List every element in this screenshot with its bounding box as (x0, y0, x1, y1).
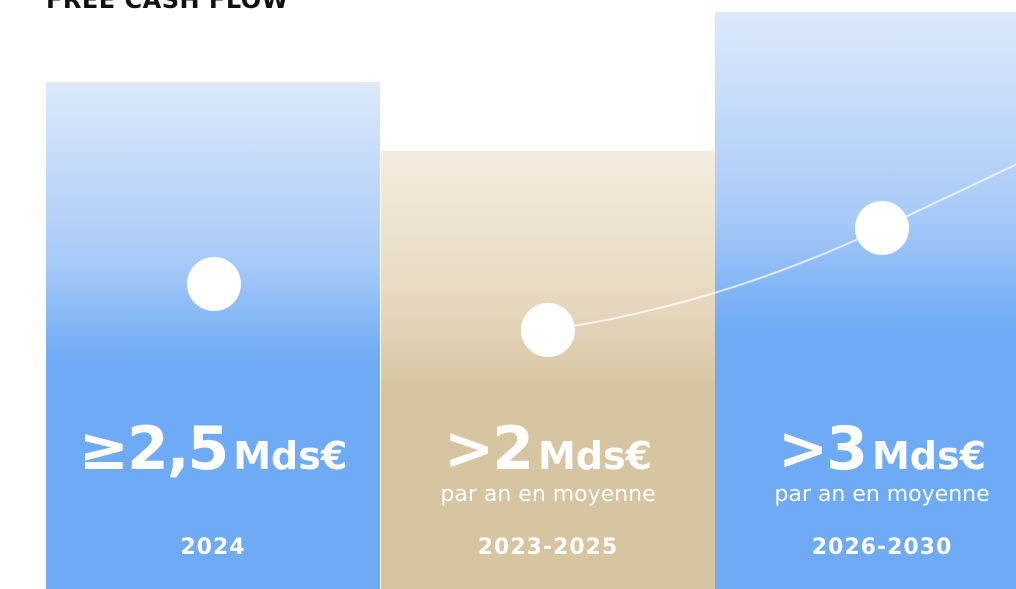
column (46, 82, 380, 589)
value-unit: Mds€ (233, 434, 348, 478)
value-number: >2 (443, 414, 534, 484)
curve (547, 163, 1016, 331)
dot (187, 257, 241, 311)
column (381, 151, 715, 589)
title: FREE CASH FLOW (46, 0, 289, 14)
value: ≥2,5 Mds€ (46, 414, 380, 484)
column (715, 12, 1016, 589)
dot (521, 303, 575, 357)
value-number: ≥2,5 (78, 414, 230, 484)
value: >2 Mds€ (381, 414, 715, 484)
value: >3 Mds€ (715, 414, 1016, 484)
period: 2026-2030 (811, 535, 953, 560)
value-unit: Mds€ (871, 434, 987, 478)
note: par an en moyenne (774, 482, 990, 507)
period: 2024 (180, 535, 246, 560)
value-number: >3 (777, 414, 868, 484)
period: 2023-2025 (477, 535, 619, 560)
note: par an en moyenne (440, 482, 656, 507)
dot (855, 201, 909, 255)
value-unit: Mds€ (537, 434, 653, 478)
